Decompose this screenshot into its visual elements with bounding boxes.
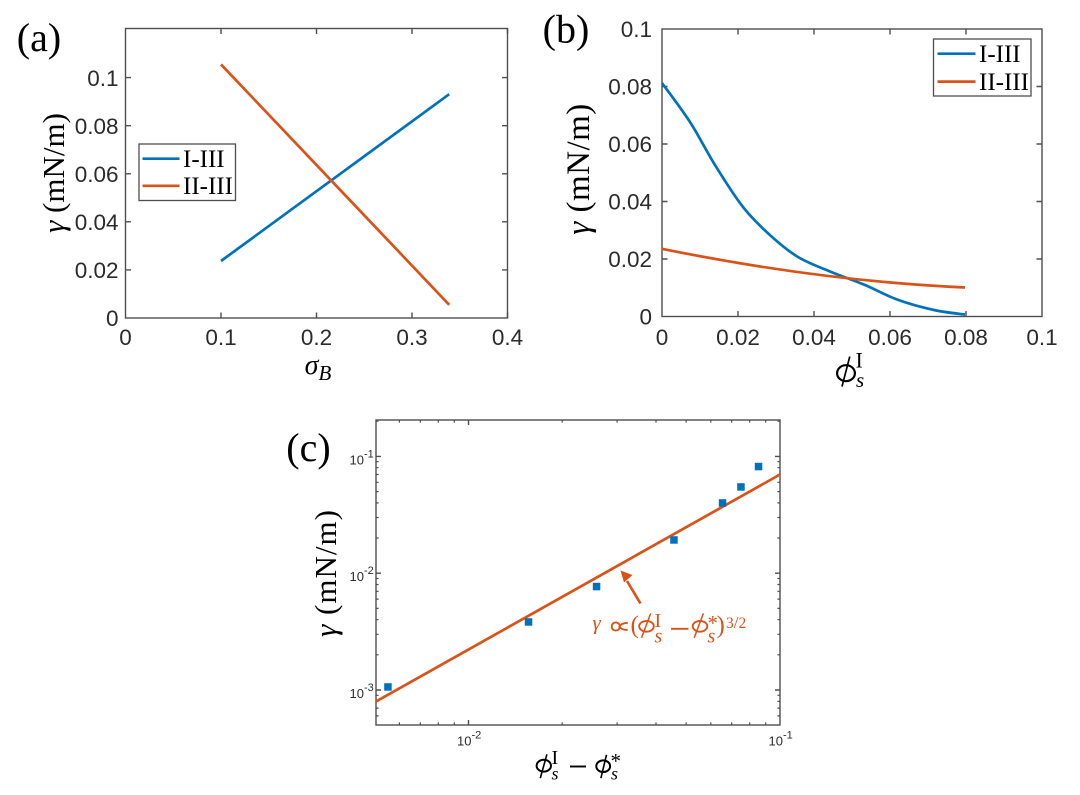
svg-text:s: s [708, 626, 716, 648]
svg-text:0.06: 0.06 [608, 132, 652, 157]
svg-text:γ: γ [593, 611, 602, 635]
svg-text:(b): (b) [543, 7, 590, 52]
svg-text:0.02: 0.02 [75, 258, 119, 283]
svg-text:(: ( [631, 612, 639, 639]
svg-text:0: 0 [119, 325, 132, 350]
svg-text:II-III: II-III [979, 69, 1029, 96]
svg-text:0.08: 0.08 [944, 325, 988, 350]
svg-text:(c): (c) [286, 425, 330, 470]
svg-text:γ (mN/m): γ (mN/m) [561, 103, 597, 235]
svg-text:0.02: 0.02 [716, 325, 760, 350]
svg-text:0.02: 0.02 [608, 247, 652, 272]
svg-text:0.1: 0.1 [205, 325, 236, 350]
svg-text:0.1: 0.1 [87, 66, 118, 91]
svg-text:0.04: 0.04 [75, 210, 119, 235]
svg-text:(a): (a) [17, 15, 61, 60]
svg-text:0: 0 [656, 325, 669, 350]
svg-text:s: s [655, 626, 663, 648]
svg-text:): ) [717, 612, 725, 639]
svg-text:0.08: 0.08 [608, 75, 652, 100]
svg-text:I-III: I-III [183, 146, 225, 173]
svg-text:I: I [856, 348, 863, 373]
svg-text:0.1: 0.1 [1026, 325, 1057, 350]
svg-text:I: I [552, 747, 559, 769]
svg-text:3/2: 3/2 [726, 613, 746, 632]
svg-text:0.1: 0.1 [621, 17, 652, 42]
svg-text:0.06: 0.06 [75, 162, 119, 187]
svg-text:s: s [856, 368, 864, 392]
svg-text:0: 0 [106, 306, 119, 331]
svg-text:0: 0 [639, 305, 652, 330]
svg-text:0.3: 0.3 [396, 325, 427, 350]
svg-text:s: s [611, 764, 618, 784]
svg-text:I: I [655, 610, 662, 632]
svg-text:0.06: 0.06 [868, 325, 912, 350]
svg-text:γ (mN/m): γ (mN/m) [308, 509, 343, 637]
svg-text:*: * [611, 749, 622, 773]
svg-text:I-III: I-III [979, 41, 1021, 68]
svg-text:0.04: 0.04 [608, 190, 652, 215]
svg-text:0.04: 0.04 [792, 325, 836, 350]
svg-text:0.08: 0.08 [75, 114, 119, 139]
svg-text:*: * [708, 611, 719, 635]
svg-text:0.4: 0.4 [492, 325, 523, 350]
svg-text:s: s [552, 764, 559, 784]
svg-text:0.2: 0.2 [301, 325, 332, 350]
svg-text:II-III: II-III [183, 173, 233, 200]
svg-text:γ (mN/m): γ (mN/m) [36, 113, 71, 233]
